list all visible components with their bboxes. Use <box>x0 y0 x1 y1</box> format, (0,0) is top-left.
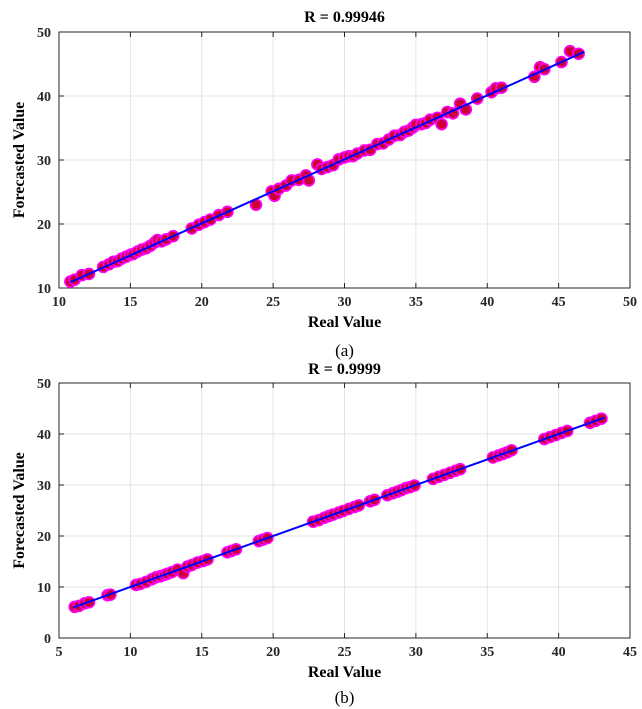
x-tick-label: 45 <box>623 645 637 660</box>
x-tick-label: 15 <box>123 295 137 310</box>
x-tick-label: 40 <box>480 295 494 310</box>
x-tick-label: 25 <box>338 645 352 660</box>
x-tick-label: 20 <box>195 295 209 310</box>
x-tick-label: 35 <box>480 645 494 660</box>
y-tick-label: 10 <box>37 282 51 297</box>
x-tick-label: 30 <box>409 645 423 660</box>
x-tick-label: 40 <box>552 645 566 660</box>
figure-caption: (b) <box>335 688 355 707</box>
y-tick-label: 10 <box>37 581 51 596</box>
y-tick-label: 30 <box>37 154 51 169</box>
scatter-chart-b: 5 10 15 20 25 30 35 40 45 0 10 20 30 40 50 R = 0.9999 Re… <box>11 361 637 707</box>
chart-title: R = 0.99946 <box>304 9 385 26</box>
x-tick-label: 10 <box>123 645 137 660</box>
y-tick-label: 20 <box>37 218 51 233</box>
x-tick-label: 5 <box>56 645 63 660</box>
y-axis-title: Forecasted Value <box>11 102 28 219</box>
x-axis-title: Real Value <box>308 314 381 331</box>
y-axis-title: Forecasted Value <box>11 452 28 569</box>
y-tick-label: 0 <box>44 632 51 647</box>
x-tick-label: 10 <box>52 295 66 310</box>
x-tick-label: 20 <box>266 645 280 660</box>
y-tick-label: 40 <box>37 428 51 443</box>
y-tick-label: 50 <box>37 377 51 392</box>
fit-line <box>70 50 585 284</box>
x-tick-label: 30 <box>338 295 352 310</box>
x-tick-label: 45 <box>552 295 566 310</box>
x-tick-label: 50 <box>623 295 637 310</box>
figure-caption: (a) <box>335 341 354 360</box>
y-tick-label: 20 <box>37 530 51 545</box>
fit-line <box>72 416 605 609</box>
y-tick-label: 40 <box>37 90 51 105</box>
scatter-chart-a: 10 15 20 25 30 35 40 45 50 10 20 30 40 50 R = 0.99946 R… <box>11 9 637 360</box>
y-tick-label: 30 <box>37 479 51 494</box>
x-tick-label: 15 <box>195 645 209 660</box>
x-tick-label: 35 <box>409 295 423 310</box>
x-tick-label: 25 <box>266 295 280 310</box>
data-point <box>435 117 448 131</box>
chart-title: R = 0.9999 <box>308 361 381 378</box>
x-axis-title: Real Value <box>308 664 381 681</box>
y-tick-label: 50 <box>37 26 51 41</box>
